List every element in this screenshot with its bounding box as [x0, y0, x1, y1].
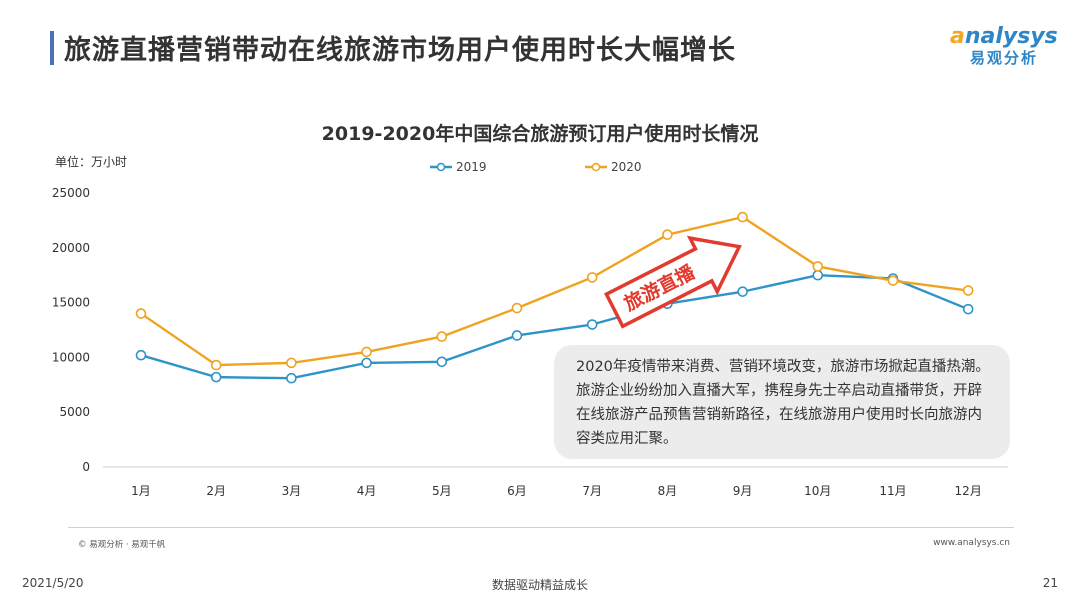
- data-point-2019: [361, 357, 372, 369]
- legend-label-2019: 2019: [456, 160, 487, 174]
- legend-marker-2019: [436, 162, 446, 172]
- data-point-2019: [135, 349, 147, 361]
- data-point-2019: [737, 286, 748, 297]
- data-point-2020: [586, 272, 598, 283]
- data-point-2020: [361, 346, 372, 358]
- y-tick-label: 0: [82, 460, 90, 474]
- legend-marker-2020: [591, 162, 601, 172]
- page-date: 2021/5/20: [22, 576, 84, 590]
- data-point-2019: [962, 303, 974, 315]
- x-tick-label: 2月: [206, 484, 226, 498]
- logo-letters: nalysys: [964, 24, 1058, 49]
- series-line-2019: [140, 274, 969, 380]
- y-tick-label: 10000: [52, 350, 90, 364]
- data-point-2019: [812, 269, 824, 281]
- legend-label-2020: 2020: [611, 160, 642, 174]
- x-tick-label: 7月: [582, 484, 602, 498]
- logo-letter-a: a: [950, 24, 965, 49]
- data-point-2020: [662, 229, 673, 240]
- data-point-2019: [286, 372, 297, 384]
- page-number: 21: [1042, 576, 1058, 590]
- data-point-2020: [436, 331, 448, 342]
- logo-wordmark: analysys: [950, 24, 1060, 49]
- footer-divider: [68, 527, 1014, 528]
- x-tick-label: 1月: [131, 484, 151, 498]
- data-point-2019: [210, 371, 222, 383]
- x-tick-label: 8月: [658, 484, 678, 498]
- data-point-2019: [586, 319, 598, 330]
- y-tick-label: 25000: [52, 186, 90, 200]
- x-tick-label: 3月: [282, 484, 302, 498]
- page-slogan: 数据驱动精益成长: [491, 578, 588, 592]
- x-tick-label: 4月: [357, 484, 377, 498]
- annotation-text: 2020年疫情带来消费、营销环境改变，旅游市场掀起直播热潮。旅游企业纷纷加入直播…: [576, 359, 990, 447]
- data-point-2020: [135, 308, 147, 319]
- x-tick-label: 11月: [879, 484, 906, 498]
- title-accent-bar: [50, 31, 54, 65]
- unit-label: 单位：万小时: [55, 155, 128, 169]
- annotation-box: 2020年疫情带来消费、营销环境改变，旅游市场掀起直播热潮。旅游企业纷纷加入直播…: [554, 345, 1010, 459]
- series-line-2020: [140, 215, 969, 367]
- arrow-shape: [604, 235, 742, 329]
- x-tick-label: 9月: [733, 484, 753, 498]
- data-point-2020: [737, 211, 748, 223]
- chart-title: 2019-2020年中国综合旅游预订用户使用时长情况: [321, 123, 759, 145]
- analysys-logo: analysys 易观分析: [950, 24, 1060, 74]
- logo-chinese: 易观分析: [970, 49, 1039, 67]
- data-point-2020: [812, 261, 824, 272]
- x-tick-label: 12月: [955, 484, 982, 498]
- x-tick-label: 5月: [432, 484, 452, 498]
- y-tick-label: 5000: [59, 405, 90, 419]
- data-point-2020: [511, 302, 523, 314]
- data-point-2020: [286, 357, 297, 369]
- x-tick-label: 6月: [507, 484, 527, 498]
- data-point-2020: [887, 275, 899, 286]
- data-point-2020: [210, 359, 222, 371]
- data-point-2020: [962, 285, 974, 296]
- annotation-arrow: 旅游直播: [604, 235, 742, 329]
- data-point-2019: [436, 356, 448, 368]
- y-tick-label: 15000: [52, 296, 90, 310]
- footer-url: www.analysys.cn: [933, 538, 1010, 548]
- page-title: 旅游直播营销带动在线旅游市场用户使用时长大幅增长: [64, 35, 736, 66]
- footer-source: © 易观分析 · 易观千帆: [78, 540, 166, 550]
- y-tick-label: 20000: [52, 241, 90, 255]
- x-tick-label: 10月: [804, 484, 831, 498]
- data-point-2019: [511, 330, 523, 341]
